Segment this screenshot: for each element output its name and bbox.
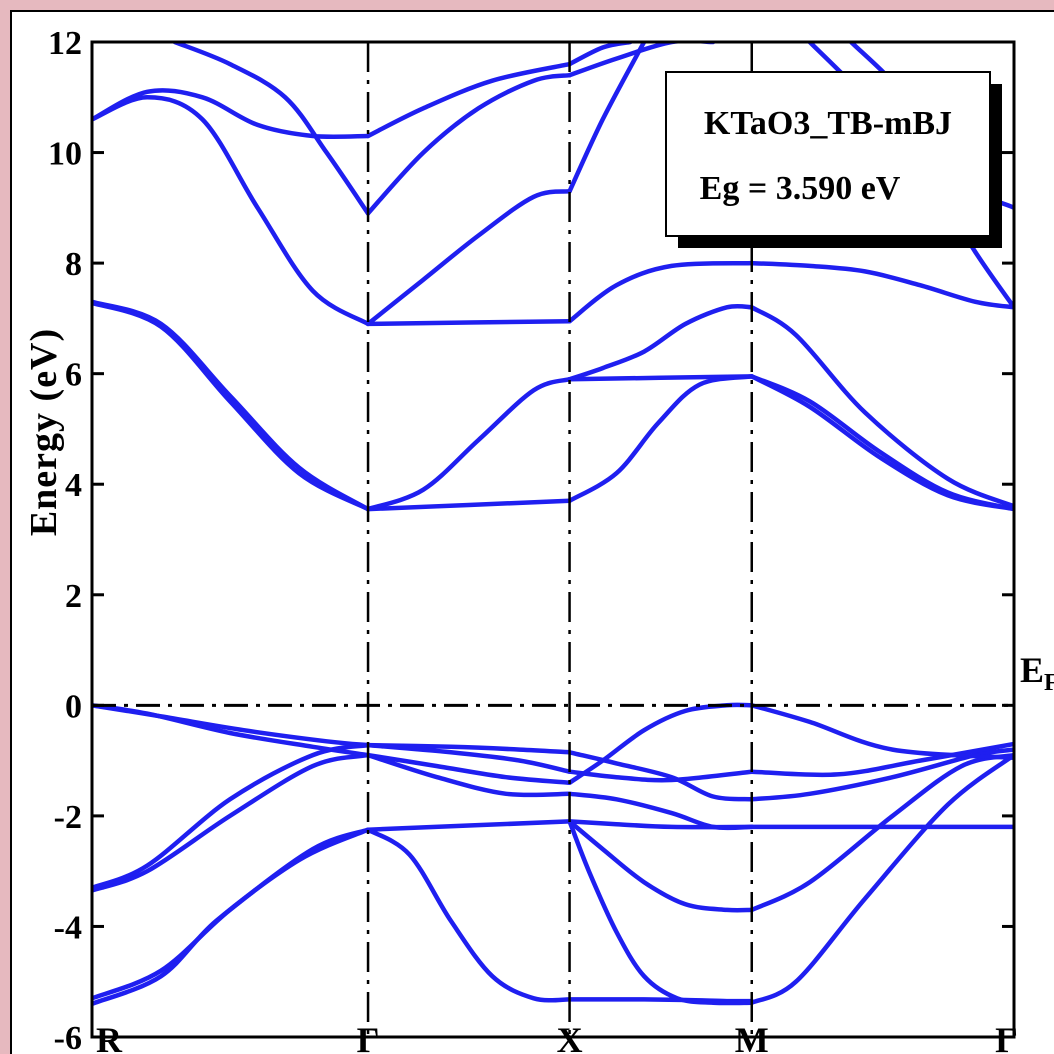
band-line-21 [749, 752, 1014, 1005]
band-line-39 [567, 260, 755, 324]
y-tick-label: 10 [48, 136, 82, 173]
band-line-33 [567, 303, 755, 382]
band-line-32 [567, 374, 755, 504]
band-line-25 [749, 741, 1014, 778]
kpoint-label-2: Γ [357, 1020, 380, 1054]
band-line-48 [567, 42, 633, 67]
kpoint-label-4: M [735, 1020, 769, 1054]
band-line-1 [92, 827, 371, 1007]
band-line-27 [92, 299, 371, 512]
kpoint-label-1: R [96, 1020, 123, 1054]
y-tick-label: -4 [54, 909, 82, 946]
y-tick-label: 0 [65, 688, 82, 725]
y-tick-label: 4 [65, 467, 82, 504]
kpoint-label-5: Γ [995, 1020, 1018, 1054]
legend-box: KTaO3_TB-mBJ Eg = 3.590 eV [665, 71, 1002, 248]
band-line-24 [749, 747, 1014, 802]
plot-frame [90, 40, 1016, 1039]
band-line-38 [365, 188, 572, 327]
band-line-19 [567, 791, 755, 831]
band-line-41 [92, 95, 371, 327]
fermi-level-label: EF [1020, 650, 1054, 696]
band-line-22 [749, 752, 1014, 913]
band-line-18 [567, 769, 755, 783]
y-axis-label: Energy (eV) [23, 328, 65, 536]
band-line-42 [92, 88, 371, 140]
y-tick-label: 2 [65, 578, 82, 615]
band-line-12 [365, 752, 572, 785]
band-line-16 [567, 819, 755, 1006]
band-line-46 [567, 42, 647, 194]
band-line-26 [749, 703, 1014, 761]
band-line-40 [749, 260, 1014, 310]
band-line-6 [92, 703, 371, 748]
band-line-14 [567, 819, 755, 913]
band-line-10 [365, 742, 572, 774]
band-line-11 [365, 752, 572, 798]
band-line-8 [365, 827, 572, 1003]
fermi-level-label-sub: F [1044, 670, 1054, 696]
band-line-3 [92, 752, 371, 893]
y-tick-label: 6 [65, 357, 82, 394]
band-line-35 [749, 374, 1014, 512]
band-structure-figure: 12 10 8 6 4 2 0 -2 -4 -6 R Γ X M Γ Energy (eV) EF KTa… [10, 10, 1054, 1054]
band-line-43 [172, 42, 371, 216]
band-structure-chart: 12 10 8 6 4 2 0 -2 -4 -6 R Γ X M Γ Energy (eV) EF KTa… [23, 25, 1054, 1054]
y-tick-label: -2 [54, 799, 82, 836]
band-line-30 [365, 376, 572, 512]
band-line-36 [749, 305, 1014, 509]
y-tick-label: -6 [54, 1020, 82, 1054]
band-line-7 [365, 819, 572, 832]
band-line-47 [567, 42, 716, 78]
y-tick-label: 8 [65, 246, 82, 283]
band-line-37 [365, 318, 572, 327]
kpoint-label-3: X [557, 1020, 583, 1054]
band-line-28 [92, 300, 371, 512]
band-line-20 [567, 702, 755, 785]
band-line-2 [92, 827, 371, 1001]
legend-entry-material: KTaO3_TB-mBJ [704, 105, 952, 142]
y-tick-label: 12 [48, 25, 82, 62]
band-line-44 [365, 72, 572, 216]
band-line-45 [365, 61, 572, 139]
legend-entry-band-gap: Eg = 3.590 eV [700, 170, 901, 207]
band-line-29 [365, 498, 572, 512]
